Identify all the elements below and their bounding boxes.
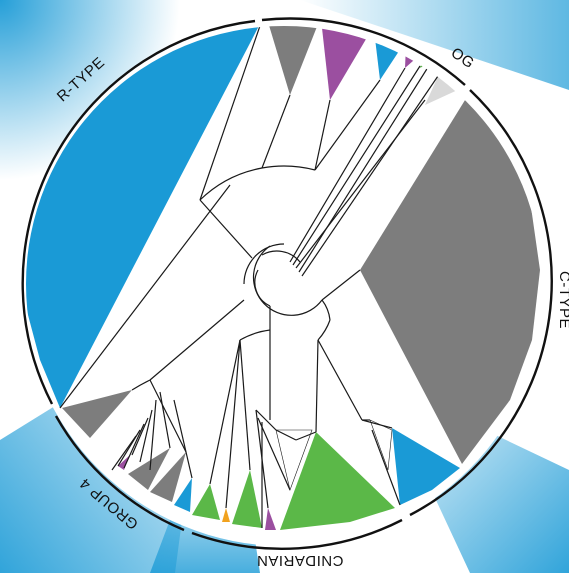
- clade-wedge-grey-group4-a: [150, 452, 186, 502]
- arc-cnidarian: [191, 518, 403, 551]
- clade-wedge-purple-top: [321, 26, 372, 100]
- clade-wedge-orange: [222, 508, 230, 522]
- clade-wedge-cnidarian-left: [192, 484, 220, 520]
- label-c-type: C-TYPE: [556, 271, 569, 329]
- clade-wedge-white-a: [275, 429, 313, 492]
- clade-wedge-grey-group4-b: [128, 448, 170, 490]
- arc-group4: [54, 415, 185, 532]
- clade-wedge-blue-group4: [174, 478, 192, 512]
- clade-wedge-grey-top: [268, 26, 320, 95]
- ray-top-right: [300, 0, 569, 90]
- clade-arcs: [21, 17, 553, 551]
- arc-r-type: [21, 19, 256, 405]
- clade-wedge-c-type: [360, 92, 540, 464]
- clade-wedge-blue-right: [392, 428, 460, 505]
- clade-wedge-cnidarian-mid: [232, 470, 262, 528]
- tree-branches: [59, 26, 439, 528]
- clade-wedge-purple-group4: [118, 455, 130, 470]
- arc-c-type: [409, 89, 553, 517]
- clade-wedge-og: [425, 72, 462, 105]
- clade-wedge-purple-bottom: [265, 508, 276, 530]
- clade-wedge-grey-group4-c: [62, 390, 132, 438]
- arc-og: [261, 17, 466, 86]
- clade-wedge-cnidarian-large: [280, 432, 395, 530]
- label-cnidarian: CNIDARIAN: [256, 552, 343, 569]
